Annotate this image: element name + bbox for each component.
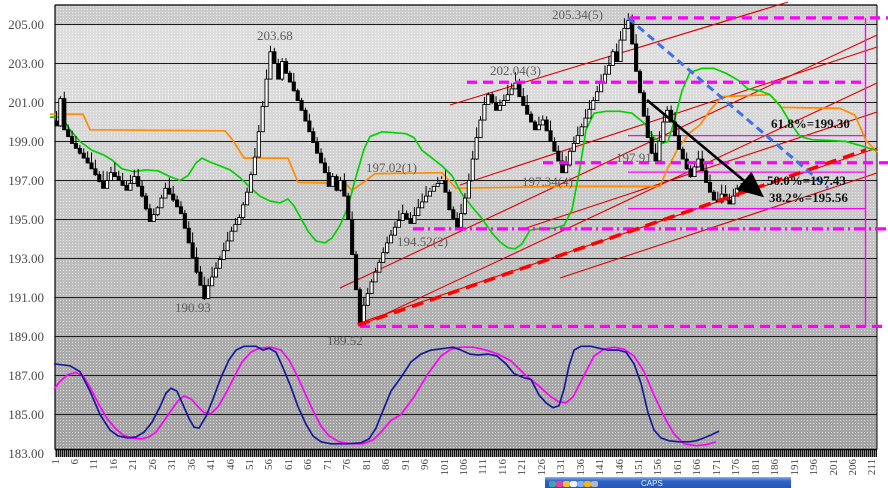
red-channel-line [519,111,878,231]
oscillator-signal-line [53,346,717,447]
taskbar-app-icon[interactable] [549,481,556,487]
oscillator-main-line [53,345,720,445]
down-target-arrow [646,99,764,198]
taskbar-icons[interactable] [549,474,598,488]
taskbar-app-icon[interactable] [591,481,598,487]
caps-indicator: CAPS [641,478,663,488]
taskbar-app-icon[interactable] [556,481,563,487]
taskbar-app-icon[interactable] [570,481,577,487]
taskbar-app-icon[interactable] [577,481,584,487]
taskbar-app-icon[interactable] [563,481,570,487]
blue-dashed-trendline [627,16,829,190]
red-dashed-trendline [357,148,867,327]
taskbar-fragment[interactable]: CAPS [545,477,791,488]
candlesticks [54,13,744,326]
red-channel-line [559,172,878,279]
ma-fast-line [50,67,877,250]
taskbar-app-icon[interactable] [584,481,591,487]
